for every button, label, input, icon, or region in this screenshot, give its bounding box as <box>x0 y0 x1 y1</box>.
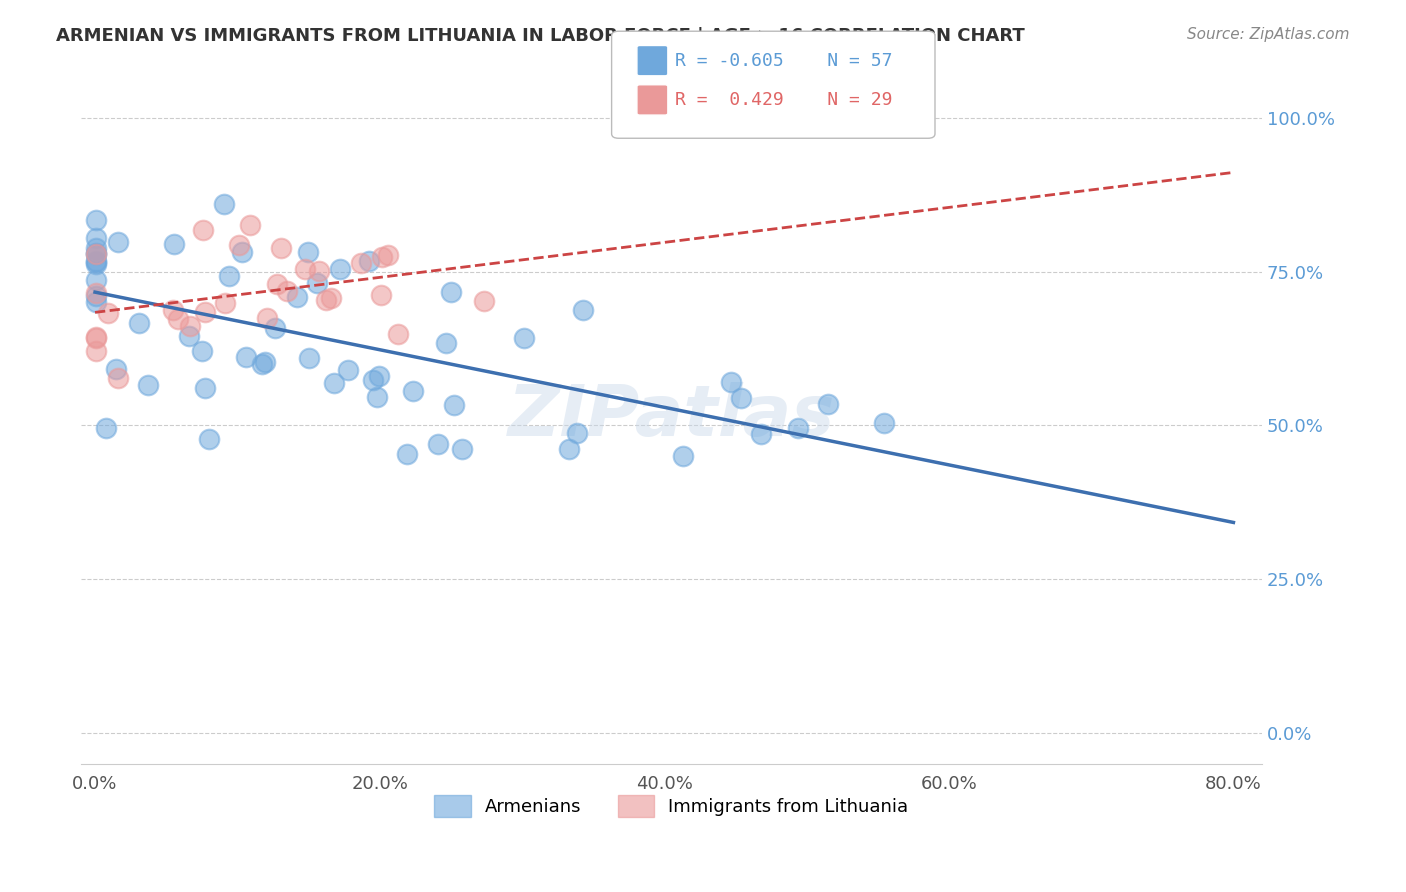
Point <box>402 384 425 399</box>
Point <box>315 293 337 307</box>
Point <box>214 296 236 310</box>
Point <box>96 421 118 435</box>
Point <box>166 312 188 326</box>
Point <box>231 244 253 259</box>
Point <box>198 432 221 446</box>
Point <box>305 276 328 290</box>
Point <box>86 253 108 268</box>
Point <box>86 344 108 359</box>
Point <box>749 426 772 441</box>
Point <box>873 417 896 431</box>
Point <box>86 285 108 300</box>
Point <box>558 442 581 457</box>
Point <box>86 289 108 303</box>
Point <box>86 255 108 269</box>
Point <box>285 290 308 304</box>
Point <box>350 256 373 270</box>
Text: ZIPatlas: ZIPatlas <box>508 382 835 450</box>
Point <box>136 378 159 392</box>
Point <box>86 247 108 261</box>
Point <box>377 247 399 261</box>
Point <box>443 398 465 412</box>
Point <box>361 373 384 387</box>
Point <box>472 293 495 308</box>
Point <box>86 246 108 260</box>
Point <box>319 291 342 305</box>
Text: Source: ZipAtlas.com: Source: ZipAtlas.com <box>1187 27 1350 42</box>
Point <box>426 436 449 450</box>
Point <box>86 212 108 227</box>
Point <box>294 262 316 277</box>
Point <box>370 288 392 302</box>
Point <box>434 336 457 351</box>
Point <box>395 446 418 460</box>
Point <box>193 222 215 236</box>
Point <box>337 363 360 377</box>
Point <box>439 285 461 299</box>
Point <box>451 442 474 456</box>
Point <box>194 305 217 319</box>
Point <box>107 235 129 249</box>
Point <box>179 318 201 333</box>
Point <box>371 251 394 265</box>
Point <box>256 311 278 326</box>
Point <box>86 231 108 245</box>
Text: ARMENIAN VS IMMIGRANTS FROM LITHUANIA IN LABOR FORCE | AGE > 16 CORRELATION CHAR: ARMENIAN VS IMMIGRANTS FROM LITHUANIA IN… <box>56 27 1025 45</box>
Point <box>297 244 319 259</box>
Point <box>387 326 409 341</box>
Point <box>163 237 186 252</box>
Point <box>218 268 240 283</box>
Point <box>212 197 235 211</box>
Point <box>179 329 201 343</box>
Point <box>672 450 695 464</box>
Point <box>366 390 388 404</box>
Point <box>238 218 260 232</box>
Point <box>86 273 108 287</box>
Point <box>323 376 346 390</box>
Point <box>128 316 150 330</box>
Point <box>194 381 217 395</box>
Point <box>86 295 108 310</box>
Point <box>86 247 108 261</box>
Point <box>253 354 276 368</box>
Point <box>730 391 752 405</box>
Point <box>359 254 381 268</box>
Point <box>263 321 285 335</box>
Point <box>308 264 330 278</box>
Legend: Armenians, Immigrants from Lithuania: Armenians, Immigrants from Lithuania <box>427 788 915 824</box>
Point <box>86 330 108 344</box>
Point <box>266 277 288 291</box>
Point <box>567 426 589 441</box>
Point <box>513 331 536 345</box>
Point <box>270 241 292 255</box>
Point <box>86 257 108 271</box>
Point <box>252 357 274 371</box>
Text: R =  0.429    N = 29: R = 0.429 N = 29 <box>675 91 893 109</box>
Point <box>86 331 108 345</box>
Point <box>720 375 742 389</box>
Point <box>298 351 321 365</box>
Point <box>97 306 120 320</box>
Point <box>329 261 352 276</box>
Point <box>191 343 214 358</box>
Point <box>787 421 810 435</box>
Point <box>104 361 127 376</box>
Point <box>817 397 839 411</box>
Point <box>86 241 108 255</box>
Point <box>107 371 129 385</box>
Point <box>162 302 184 317</box>
Text: R = -0.605    N = 57: R = -0.605 N = 57 <box>675 52 893 70</box>
Point <box>276 284 298 298</box>
Point <box>235 351 257 365</box>
Point <box>228 238 250 252</box>
Point <box>367 369 389 384</box>
Point <box>572 302 595 317</box>
